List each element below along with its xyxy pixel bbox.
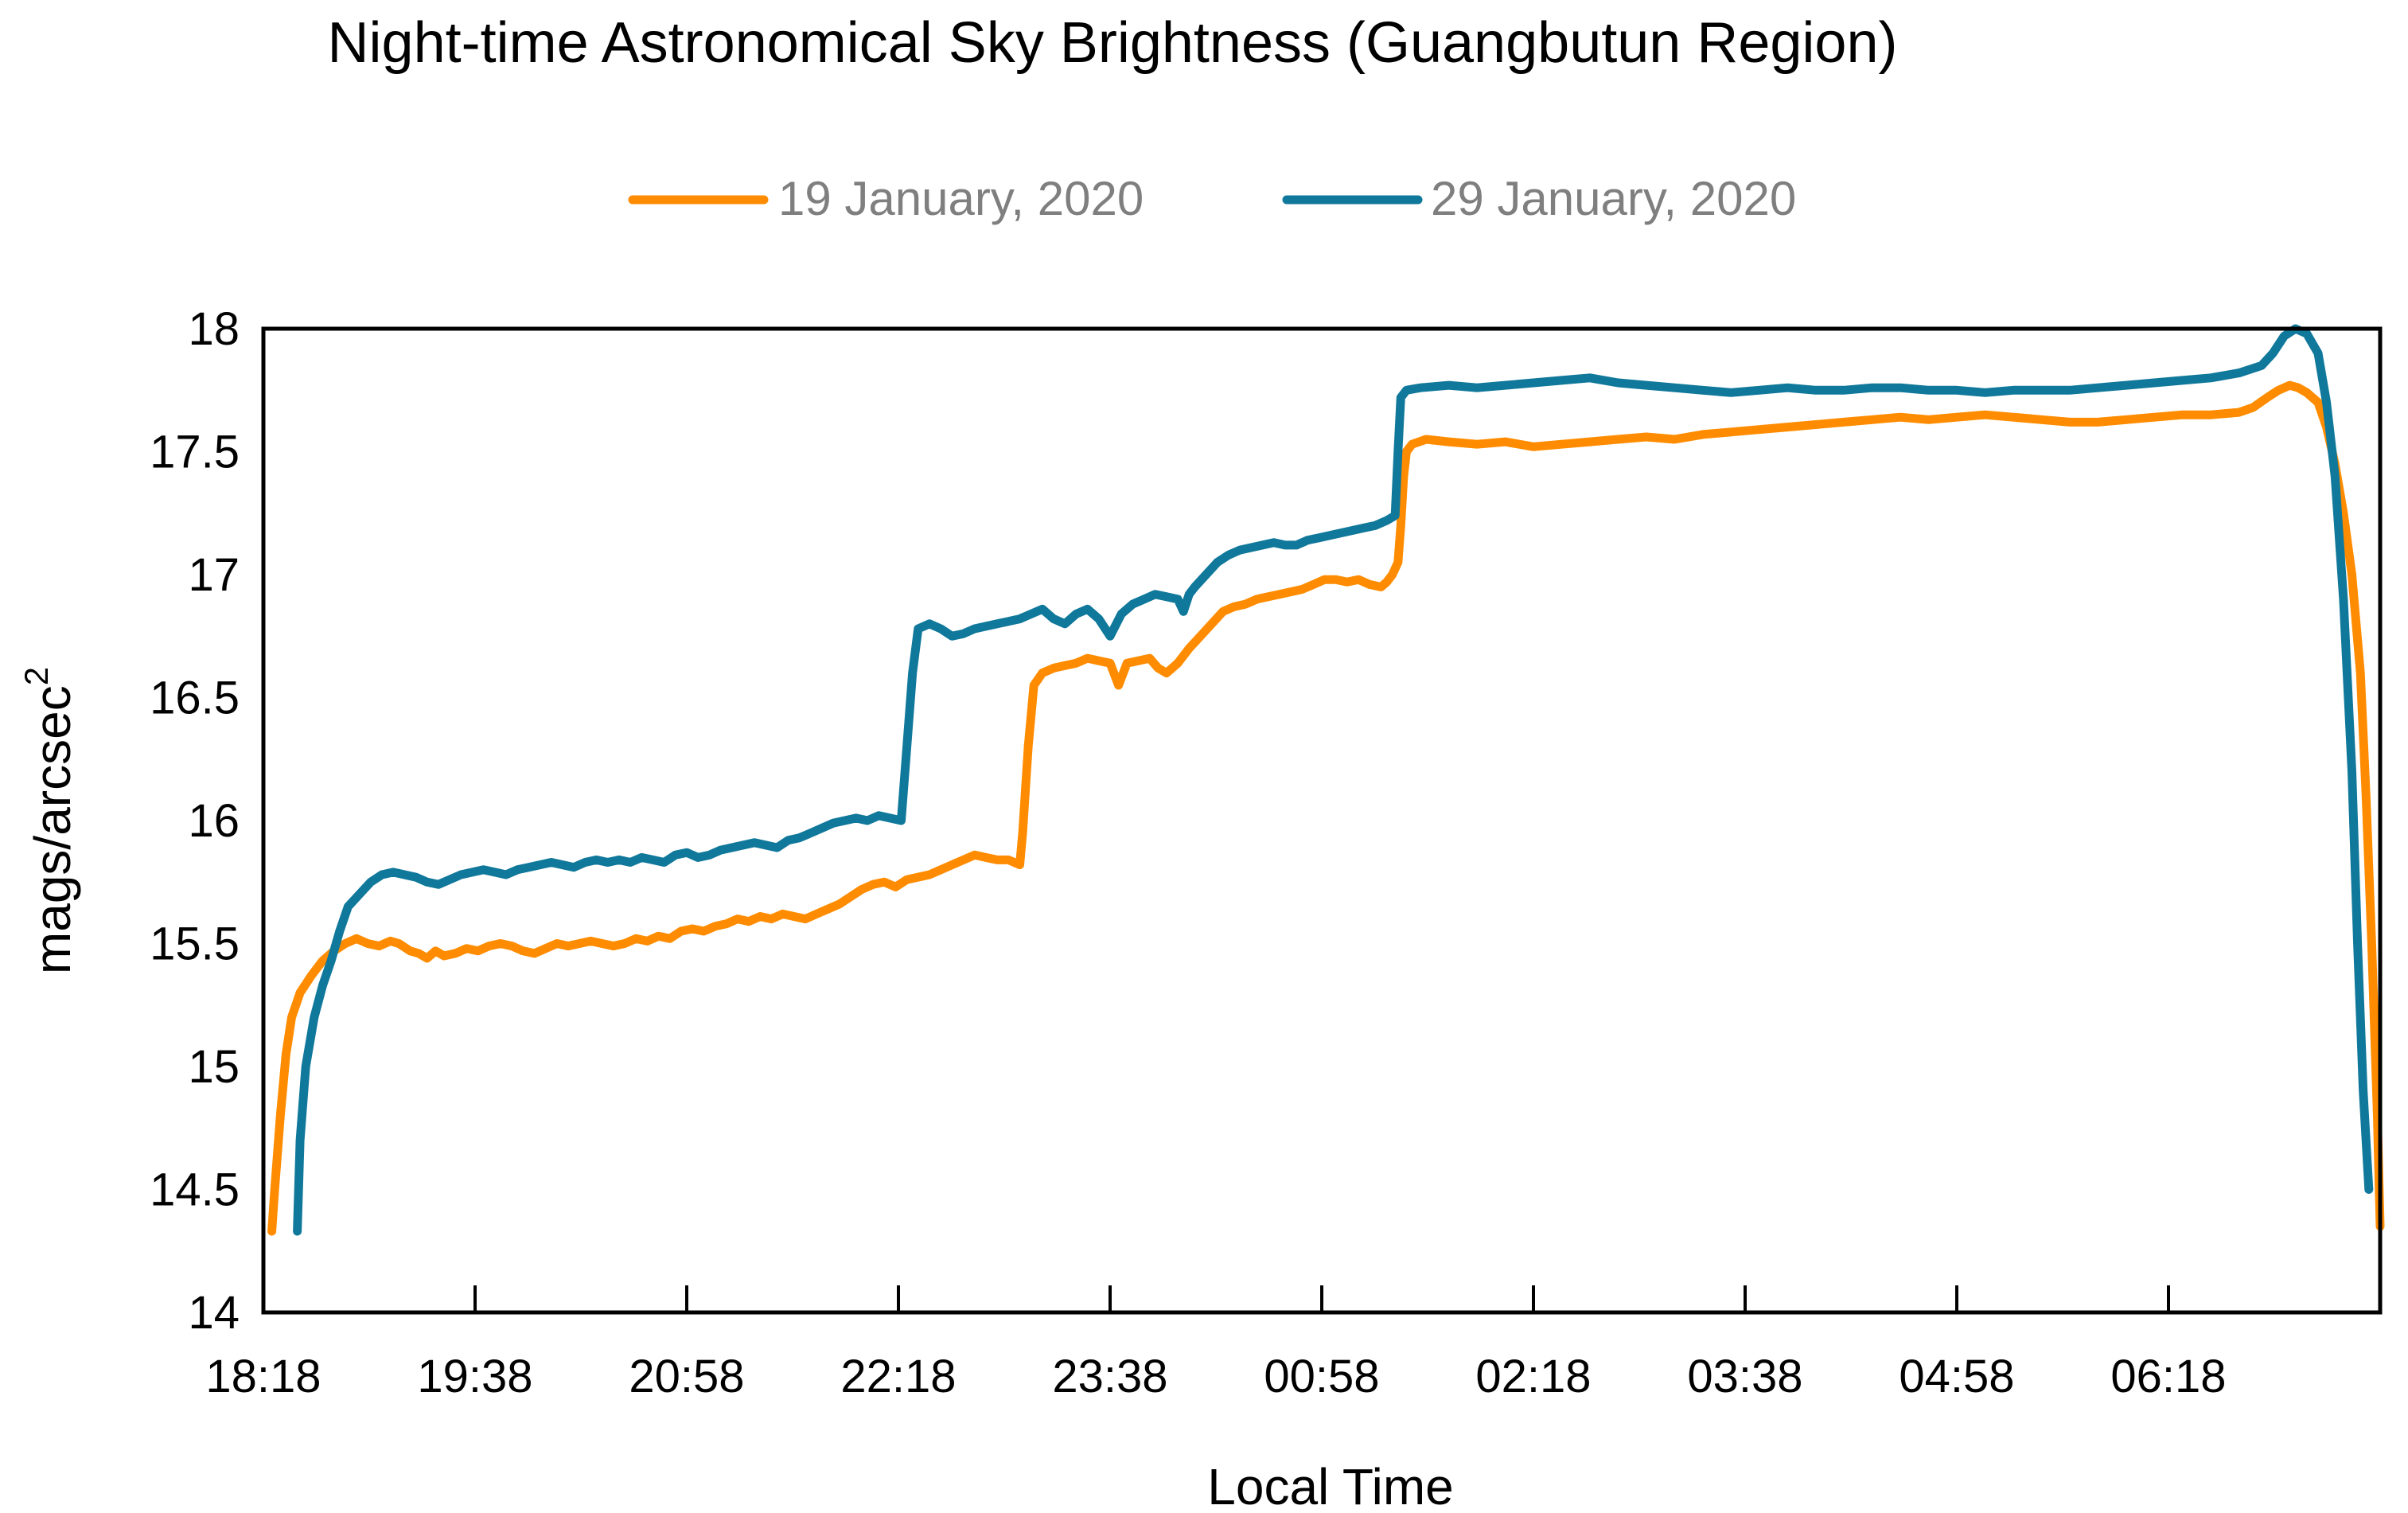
series-layer (267, 324, 2385, 1236)
plot-frame (261, 326, 2383, 1315)
series-line-1 (267, 380, 2385, 1236)
legend-label-jan29: 29 January, 2020 (1431, 172, 1796, 225)
x-tick-label: 23:38 (1052, 1351, 1167, 1402)
y-tick-label: 14 (188, 1287, 240, 1339)
y-tick-label: 15.5 (150, 918, 240, 970)
x-tick-label: 19:38 (417, 1351, 532, 1402)
x-tick-label: 06:18 (2110, 1351, 2226, 1402)
chart-title: Night-time Astronomical Sky Brightness (… (328, 11, 1898, 75)
y-tick-label: 16 (188, 795, 240, 847)
y-tick-label: 17.5 (150, 427, 240, 478)
series-line-2 (293, 324, 2374, 1236)
legend: 19 January, 2020 29 January, 2020 (628, 172, 1796, 225)
x-tick-label: 03:38 (1687, 1351, 1802, 1402)
x-tick-label: 18:18 (205, 1351, 321, 1402)
axis-ticks: 14 14.5 15 15.5 16 16.5 17 17.5 18 18:18 19:38 20:5… (150, 303, 2226, 1402)
x-tick-label: 04:58 (1899, 1351, 2014, 1402)
y-tick-label: 14.5 (150, 1164, 240, 1216)
y-axis-title-superscript: 2 (18, 667, 55, 685)
y-tick-label: 18 (188, 303, 240, 355)
y-tick-label: 17 (188, 549, 240, 601)
x-tick-label: 22:18 (840, 1351, 956, 1402)
y-axis-title-text: mags/arcsec (24, 685, 81, 974)
x-tick-label: 00:58 (1264, 1351, 1379, 1402)
x-tick-label: 02:18 (1475, 1351, 1591, 1402)
x-axis-title: Local Time (1207, 1458, 1453, 1513)
y-tick-label: 15 (188, 1041, 240, 1093)
y-tick-label: 16.5 (150, 673, 240, 724)
legend-label-jan19: 19 January, 2020 (778, 172, 1144, 225)
y-axis-title: mags/arcsec2 (18, 667, 81, 974)
x-tick-label: 20:58 (629, 1351, 744, 1402)
